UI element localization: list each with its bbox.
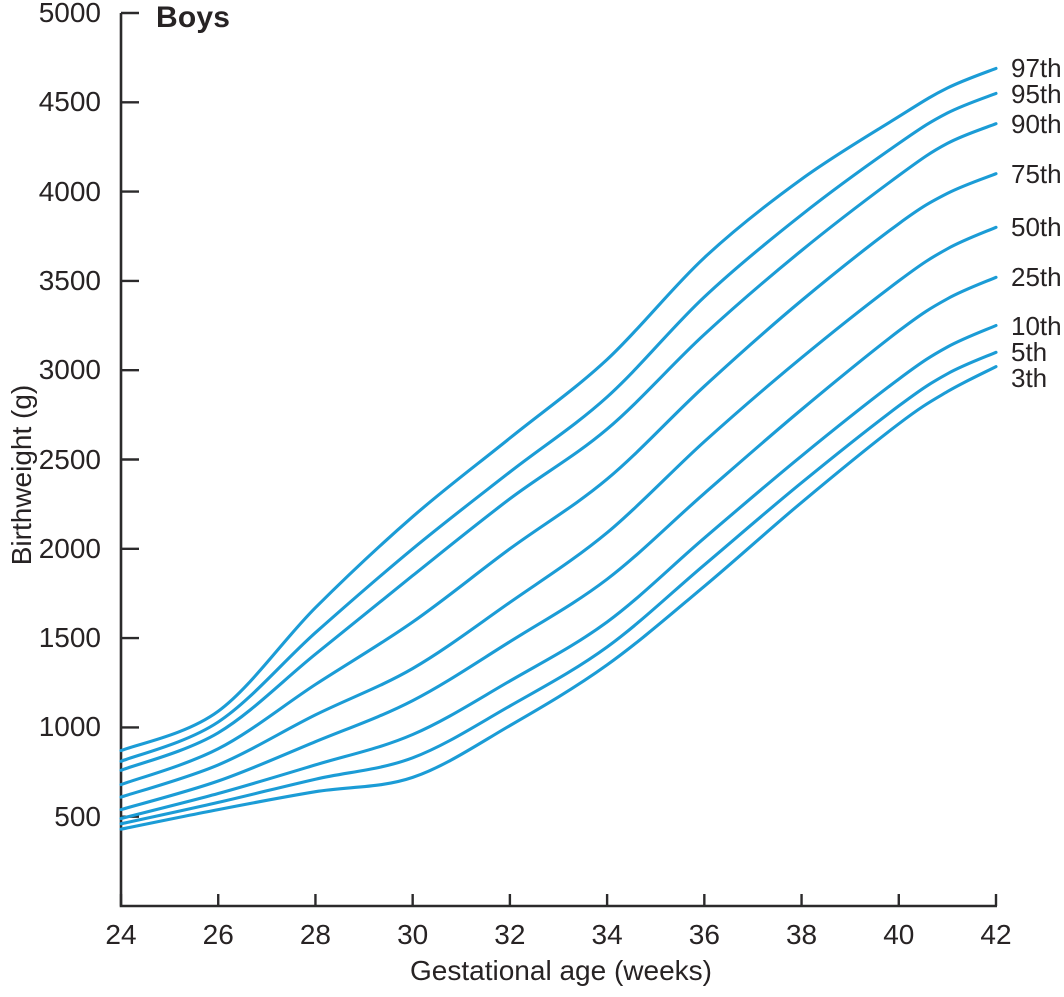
y-tick-label: 3500 bbox=[38, 264, 101, 296]
percentile-curve-3th bbox=[119, 365, 998, 831]
percentile-curve-97th bbox=[119, 66, 998, 753]
percentile-curve-75th bbox=[119, 172, 998, 787]
chart-title: Boys bbox=[156, 1, 231, 34]
y-tick-label: 4000 bbox=[38, 175, 101, 207]
y-tick-label: 2000 bbox=[38, 532, 101, 564]
y-tick-label: 1500 bbox=[38, 622, 101, 654]
percentile-label-90th: 90th bbox=[1011, 108, 1062, 139]
percentile-curve-25th bbox=[119, 275, 998, 812]
y-tick-label: 4500 bbox=[38, 86, 101, 118]
percentile-label-5th: 5th bbox=[1011, 337, 1048, 368]
percentile-curve-90th bbox=[119, 122, 998, 772]
x-tick-label: 30 bbox=[397, 919, 429, 950]
x-tick-label: 28 bbox=[299, 919, 332, 950]
x-tick-label: 36 bbox=[688, 919, 720, 950]
percentile-curve-50th bbox=[119, 225, 998, 799]
x-axis-title: Gestational age (weeks) bbox=[410, 955, 712, 986]
percentile-curve-5th bbox=[119, 350, 998, 826]
x-tick-label: 32 bbox=[494, 919, 526, 950]
percentile-label-3th: 3th bbox=[1011, 363, 1048, 394]
percentile-curve-10th bbox=[119, 323, 998, 821]
x-tick-label: 26 bbox=[202, 919, 234, 950]
axes-lines bbox=[119, 13, 997, 908]
percentile-label-95th: 95th bbox=[1011, 79, 1062, 110]
y-tick-label: 5000 bbox=[38, 0, 101, 28]
x-tick-label: 42 bbox=[980, 919, 1012, 950]
y-tick-label: 500 bbox=[54, 800, 101, 832]
percentile-label-50th: 50th bbox=[1011, 212, 1062, 243]
percentile-label-97th: 97th bbox=[1011, 53, 1062, 84]
y-tick-label: 3000 bbox=[38, 354, 101, 386]
percentile-curve-95th bbox=[119, 91, 998, 763]
x-tick-label: 40 bbox=[883, 919, 915, 950]
percentile-label-75th: 75th bbox=[1011, 158, 1062, 189]
x-tick-label: 38 bbox=[785, 919, 818, 950]
percentile-label-25th: 25th bbox=[1011, 262, 1062, 293]
y-tick-label: 1000 bbox=[38, 711, 101, 743]
percentile-label-10th: 10th bbox=[1011, 310, 1062, 341]
y-tick-label: 2500 bbox=[38, 443, 101, 475]
x-tick-label: 24 bbox=[105, 919, 137, 950]
x-tick-label: 34 bbox=[591, 919, 623, 950]
